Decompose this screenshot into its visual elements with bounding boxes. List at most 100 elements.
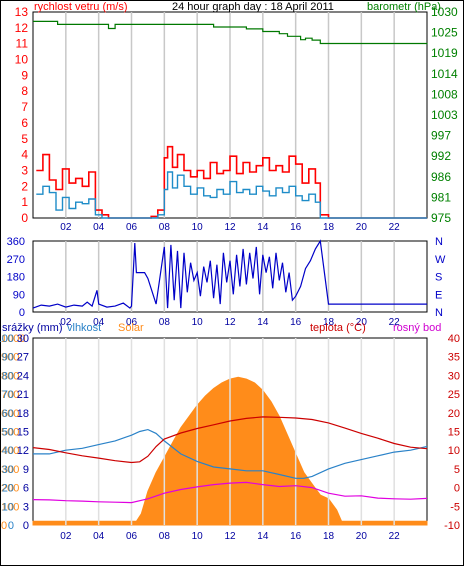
wind-gust-line [36,145,427,219]
direction-x-tick: 16 [290,317,302,328]
solar-tick: 300 [1,464,19,476]
barometer-tick: 986 [431,170,451,184]
solar-tick: 600 [1,408,19,420]
rain-tick: 18 [17,408,29,420]
wind-speed-tick: 7 [21,100,28,114]
rain-tick: 6 [23,483,29,495]
weather-x-tick: 14 [257,531,269,542]
humidity-tick: 10 [2,501,14,513]
temperature-tick: -5 [450,501,460,513]
solar-tick: 500 [1,427,19,439]
direction-degree-tick: 0 [19,307,25,319]
wind-x-tick: 12 [224,222,236,233]
direction-x-tick: 22 [389,317,401,328]
barometer-line [33,20,428,45]
rain-tick: 12 [17,445,29,457]
wind-speed-tick: 4 [21,148,28,162]
weather-x-tick: 02 [60,531,72,542]
rain-tick: 15 [17,427,29,439]
direction-x-tick: 10 [192,317,204,328]
rain-tick: 9 [23,464,29,476]
rain-tick: 0 [23,520,29,532]
temperature-tick: 5 [454,464,460,476]
wind-speed-tick: 11 [16,37,29,51]
wind-speed-tick: 2 [21,179,28,193]
wind-x-tick: 10 [192,222,204,233]
direction-x-tick: 12 [224,317,236,328]
wind-x-tick: 14 [257,222,269,233]
rain-tick: 3 [23,501,29,513]
solar-tick: 700 [1,389,19,401]
direction-x-tick: 08 [159,317,171,328]
barometer-tick: 975 [431,211,451,225]
wind-direction-line [32,239,427,309]
solar-tick: 1000 [1,333,25,345]
solar-tick: 200 [1,483,19,495]
solar-tick: 400 [1,445,19,457]
wind-x-tick: 18 [323,222,335,233]
wind-x-tick: 04 [93,222,105,233]
temperature-line [32,416,428,464]
humidity-tick: 20 [2,483,14,495]
weather-x-tick: 12 [224,531,236,542]
humidity-tick: 90 [2,352,14,364]
temperature-tick: 40 [448,333,460,345]
direction-x-tick: 18 [323,317,335,328]
humidity-tick: 0 [8,520,14,532]
direction-degree-tick: 360 [7,236,25,248]
wind-x-tick: 16 [290,222,302,233]
barometer-tick: 1019 [431,46,458,60]
compass-direction-label: W [435,254,446,266]
humidity-tick: 40 [2,445,14,457]
barometer-tick: 1025 [431,26,458,40]
barometer-tick: 1008 [431,87,458,101]
wind-average-line [36,171,427,219]
direction-x-tick: 14 [257,317,269,328]
chart-title: 24 hour graph day : 18 April 2011 [172,1,334,13]
dew-point-axis-label: rosný bod [393,322,441,334]
solar-tick: 800 [1,370,19,382]
wind-x-tick: 22 [389,222,401,233]
humidity-line [33,428,428,479]
weather-x-tick: 06 [126,531,138,542]
direction-degree-tick: 180 [7,272,25,284]
wind-speed-axis-label: rychlost vetru (m/s) [34,1,128,13]
wind-x-tick: 08 [159,222,171,233]
compass-direction-label: E [435,289,442,301]
wind-speed-tick: 10 [15,53,29,67]
barometer-tick: 997 [431,129,451,143]
weather-x-tick: 04 [93,531,105,542]
wind-speed-tick: 1 [21,195,28,209]
compass-direction-label: S [435,272,442,284]
barometer-tick: 1030 [431,5,458,19]
temperature-tick: 20 [448,408,460,420]
wind-speed-tick: 13 [15,5,29,19]
weather-x-tick: 20 [356,531,368,542]
wind-speed-tick: 8 [21,84,28,98]
humidity-tick: 100 [0,333,14,345]
temperature-axis-label: teplota (°C) [310,322,366,334]
rain-tick: 21 [17,389,29,401]
rain-tick: 30 [17,333,29,345]
humidity-tick: 50 [2,427,14,439]
barometer-tick: 992 [431,149,451,163]
temperature-tick: 15 [448,427,460,439]
humidity-tick: 70 [2,389,14,401]
wind-speed-tick: 6 [21,116,28,130]
direction-x-tick: 04 [93,317,105,328]
rain-axis-label: srážky (mm) [2,322,63,334]
weather-x-tick: 18 [323,531,335,542]
wind-x-tick: 20 [356,222,368,233]
humidity-axis-label: vlhkost [67,322,101,334]
temperature-tick: 10 [448,445,460,457]
barometer-axis-label: barometr (hPa) [367,1,441,13]
solar-tick: 0 [1,520,7,532]
humidity-tick: 60 [2,408,14,420]
wind-x-tick: 02 [60,222,72,233]
solar-tick: 100 [1,501,19,513]
humidity-tick: 80 [2,370,14,382]
weather-x-tick: 10 [192,531,204,542]
barometer-tick: 981 [431,190,451,204]
direction-x-tick: 06 [126,317,138,328]
